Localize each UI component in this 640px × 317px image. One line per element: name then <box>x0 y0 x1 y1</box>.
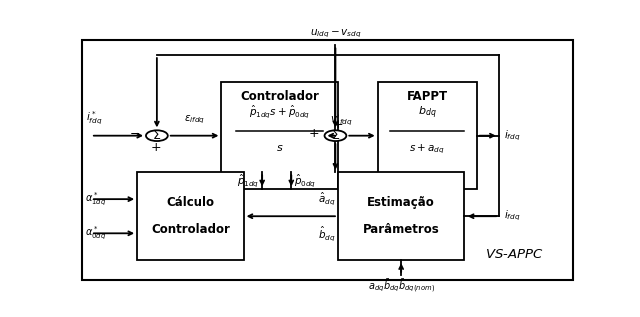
Text: $\bar{a}_{dq}\bar{b}_{dq}\bar{b}_{dq(nom)}$: $\bar{a}_{dq}\bar{b}_{dq}\bar{b}_{dq(nom… <box>367 278 435 295</box>
Text: $\hat{p}_{0dq}$: $\hat{p}_{0dq}$ <box>294 172 316 189</box>
Text: $\hat{b}_{dq}$: $\hat{b}_{dq}$ <box>318 224 335 243</box>
FancyBboxPatch shape <box>137 172 244 260</box>
Text: $+$: $+$ <box>150 141 161 154</box>
Text: $i^*_{fdq}$: $i^*_{fdq}$ <box>86 110 103 127</box>
Text: $-$: $-$ <box>129 127 141 140</box>
Text: $\Sigma$: $\Sigma$ <box>152 129 161 142</box>
Text: $s + a_{dq}$: $s + a_{dq}$ <box>410 142 445 156</box>
Text: Controlador: Controlador <box>151 223 230 236</box>
Text: $i_{fdq}$: $i_{fdq}$ <box>504 128 520 143</box>
Text: $i_{fdq}$: $i_{fdq}$ <box>504 209 520 223</box>
Text: $\Sigma$: $\Sigma$ <box>331 129 340 142</box>
Text: $\varepsilon_{ifdq}$: $\varepsilon_{ifdq}$ <box>184 113 205 126</box>
Circle shape <box>324 130 346 141</box>
Text: FAPPT: FAPPT <box>406 90 448 103</box>
Text: $+$: $+$ <box>332 118 344 131</box>
FancyBboxPatch shape <box>338 172 465 260</box>
Text: $\hat{a}_{dq}$: $\hat{a}_{dq}$ <box>318 191 335 208</box>
Text: Parâmetros: Parâmetros <box>363 223 440 236</box>
Text: $v'_{fdq}$: $v'_{fdq}$ <box>330 113 353 127</box>
Text: Estimação: Estimação <box>367 196 435 209</box>
Text: $VS\text{-}APPC$: $VS\text{-}APPC$ <box>484 248 543 261</box>
Text: Controlador: Controlador <box>240 90 319 103</box>
Text: $s$: $s$ <box>276 143 284 153</box>
Text: $\hat{p}_{1dq}$: $\hat{p}_{1dq}$ <box>237 172 260 189</box>
FancyBboxPatch shape <box>221 82 338 189</box>
Text: $+$: $+$ <box>308 127 319 140</box>
Text: $\alpha^*_{0dq}$: $\alpha^*_{0dq}$ <box>85 225 106 242</box>
Text: $u_{ldq} - v_{sdq}$: $u_{ldq} - v_{sdq}$ <box>310 28 362 41</box>
Text: $b_{dq}$: $b_{dq}$ <box>418 104 436 121</box>
Text: $\hat{p}_{1dq}s + \hat{p}_{0dq}$: $\hat{p}_{1dq}s + \hat{p}_{0dq}$ <box>249 103 310 120</box>
Circle shape <box>146 130 168 141</box>
Text: Cálculo: Cálculo <box>166 196 214 209</box>
Text: $\alpha^*_{1dq}$: $\alpha^*_{1dq}$ <box>85 191 106 208</box>
FancyBboxPatch shape <box>378 82 477 189</box>
